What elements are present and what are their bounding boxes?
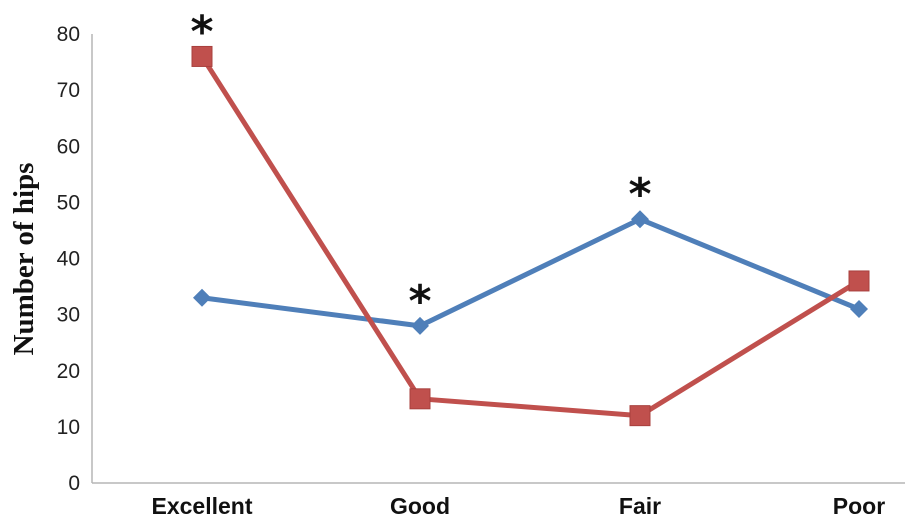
significance-marker: * xyxy=(628,169,651,220)
series-line xyxy=(199,216,862,329)
x-tick-label: Fair xyxy=(619,493,661,518)
x-tick-label: Good xyxy=(390,493,450,518)
data-point-square xyxy=(848,270,870,292)
annotations: * * * xyxy=(190,6,651,326)
x-tick-label: Excellent xyxy=(152,493,253,518)
data-point-square xyxy=(409,388,431,410)
y-tick-label: 60 xyxy=(57,135,80,158)
data-point-square xyxy=(191,45,213,67)
data-point-square xyxy=(629,405,651,427)
y-tick-label: 10 xyxy=(57,416,80,439)
y-tick-labels: 0 10 20 30 40 50 60 70 80 xyxy=(57,23,80,495)
y-axis-label: Number of hips xyxy=(8,163,40,356)
y-tick-label: 0 xyxy=(68,472,80,495)
series-layer xyxy=(191,45,870,427)
x-tick-label: Poor xyxy=(833,493,885,518)
y-tick-label: 70 xyxy=(57,79,80,102)
y-tick-label: 40 xyxy=(57,248,80,271)
significance-marker: * xyxy=(190,6,213,57)
data-point-diamond xyxy=(631,210,649,229)
data-point-diamond xyxy=(411,316,429,335)
y-tick-label: 50 xyxy=(57,191,80,214)
y-tick-label: 80 xyxy=(57,23,80,46)
series-line xyxy=(199,53,862,419)
x-tick-labels: Excellent Good Fair Poor xyxy=(152,493,886,518)
significance-marker: * xyxy=(408,276,431,327)
data-point-diamond xyxy=(850,300,868,319)
y-tick-label: 30 xyxy=(57,304,80,327)
y-tick-label: 20 xyxy=(57,360,80,383)
data-point-diamond xyxy=(193,288,211,307)
